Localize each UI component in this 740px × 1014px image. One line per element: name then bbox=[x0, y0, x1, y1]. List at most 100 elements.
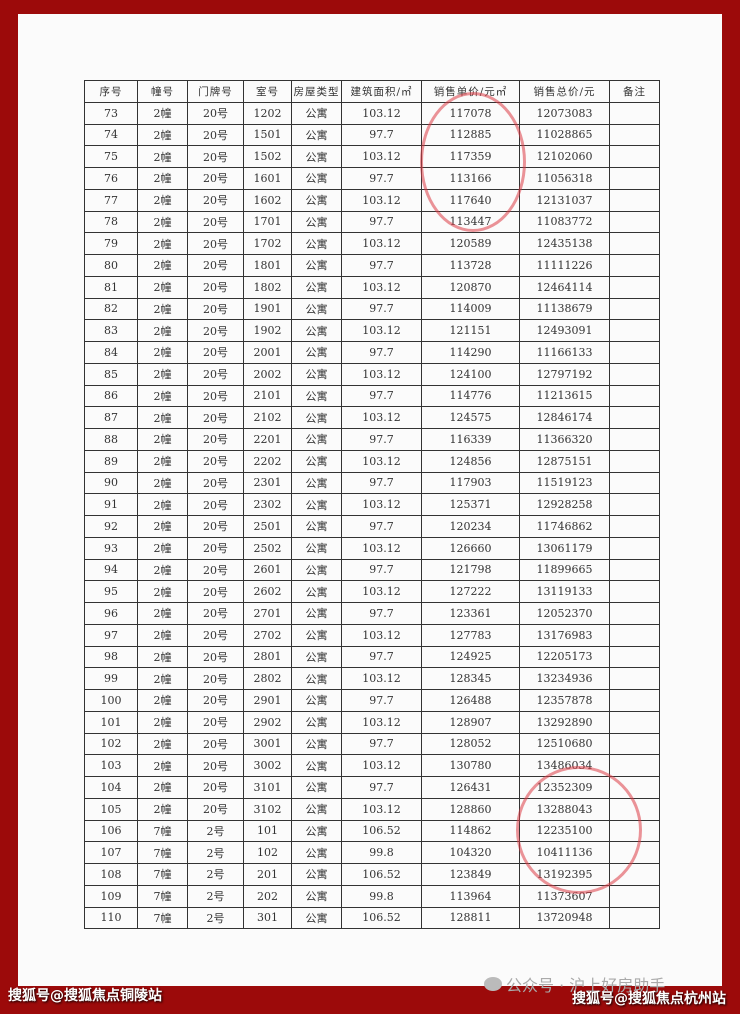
table-cell: 12846174 bbox=[519, 406, 610, 429]
table-cell: 92 bbox=[84, 515, 138, 538]
table-cell: 2102 bbox=[243, 406, 292, 429]
table-cell: 120589 bbox=[421, 232, 520, 255]
table-cell: 公寓 bbox=[291, 536, 342, 560]
table-row: 94 2幢 20号 2601 公寓 97.7 121798 11899665 bbox=[84, 558, 660, 582]
table-cell: 11366320 bbox=[519, 428, 610, 451]
table-cell: 100 bbox=[84, 689, 138, 712]
table-cell bbox=[609, 297, 660, 321]
table-cell: 2号 bbox=[187, 841, 244, 864]
table-row: 97 2幢 20号 2702 公寓 103.12 127783 13176983 bbox=[84, 623, 660, 647]
table-cell: 公寓 bbox=[291, 754, 342, 777]
table-cell bbox=[609, 906, 660, 930]
table-cell: 20号 bbox=[187, 754, 244, 777]
table-cell: 20号 bbox=[187, 319, 244, 342]
table-cell: 2幢 bbox=[137, 623, 188, 647]
table-cell: 82 bbox=[84, 297, 138, 321]
table-cell: 1902 bbox=[243, 319, 292, 342]
table-header: 序号 幢号 门牌号 室号 房屋类型 建筑面积/㎡ 销售单价/元㎡ 销售总价/元 备注 bbox=[84, 80, 660, 103]
column-header: 门牌号 bbox=[187, 80, 244, 103]
table-cell: 20号 bbox=[187, 428, 244, 451]
table-cell bbox=[609, 645, 660, 669]
table-cell: 2幢 bbox=[137, 536, 188, 560]
table-cell: 3001 bbox=[243, 732, 292, 756]
table-cell: 公寓 bbox=[291, 493, 342, 516]
table-cell bbox=[609, 580, 660, 603]
table-cell: 20号 bbox=[187, 689, 244, 712]
table-cell bbox=[609, 232, 660, 255]
table-cell: 20号 bbox=[187, 167, 244, 190]
table-cell: 128860 bbox=[421, 797, 520, 821]
table-cell: 20号 bbox=[187, 449, 244, 473]
table-cell: 2号 bbox=[187, 884, 244, 908]
table-cell: 13192395 bbox=[519, 863, 610, 886]
table-row: 104 2幢 20号 3101 公寓 97.7 126431 12352309 bbox=[84, 776, 660, 799]
table-cell: 1601 bbox=[243, 167, 292, 190]
table-cell: 113447 bbox=[421, 210, 520, 234]
table-cell: 公寓 bbox=[291, 362, 342, 386]
table-cell: 103.12 bbox=[341, 406, 422, 429]
table-cell: 2幢 bbox=[137, 449, 188, 473]
table-cell: 202 bbox=[243, 884, 292, 908]
table-cell bbox=[609, 167, 660, 190]
table-cell: 公寓 bbox=[291, 167, 342, 190]
table-cell: 公寓 bbox=[291, 449, 342, 473]
table-cell bbox=[609, 732, 660, 756]
table-cell: 20号 bbox=[187, 406, 244, 429]
table-cell: 公寓 bbox=[291, 841, 342, 864]
table-cell: 2001 bbox=[243, 341, 292, 364]
table-cell: 2002 bbox=[243, 362, 292, 386]
table-cell: 97.7 bbox=[341, 167, 422, 190]
table-cell: 2202 bbox=[243, 449, 292, 473]
table-cell: 83 bbox=[84, 319, 138, 342]
table-cell: 1901 bbox=[243, 297, 292, 321]
table-cell bbox=[609, 341, 660, 364]
table-cell: 121798 bbox=[421, 558, 520, 582]
table-cell: 103.12 bbox=[341, 449, 422, 473]
table-cell: 公寓 bbox=[291, 232, 342, 255]
table-cell: 2301 bbox=[243, 471, 292, 495]
table-cell: 97.7 bbox=[341, 210, 422, 234]
table-row: 100 2幢 20号 2901 公寓 97.7 126488 12357878 bbox=[84, 689, 660, 712]
table-cell: 102 bbox=[243, 841, 292, 864]
table-cell: 97.7 bbox=[341, 558, 422, 582]
table-cell: 20号 bbox=[187, 667, 244, 690]
table-cell: 124925 bbox=[421, 645, 520, 669]
table-cell: 128345 bbox=[421, 667, 520, 690]
table-cell bbox=[609, 406, 660, 429]
column-header: 销售单价/元㎡ bbox=[421, 80, 520, 103]
table-cell: 20号 bbox=[187, 384, 244, 408]
table-row: 79 2幢 20号 1702 公寓 103.12 120589 12435138 bbox=[84, 232, 660, 255]
table-row: 85 2幢 20号 2002 公寓 103.12 124100 12797192 bbox=[84, 362, 660, 386]
table-cell: 2602 bbox=[243, 580, 292, 603]
table-cell: 117640 bbox=[421, 188, 520, 212]
table-cell: 20号 bbox=[187, 341, 244, 364]
table-cell: 7幢 bbox=[137, 841, 188, 864]
table-cell: 128811 bbox=[421, 906, 520, 930]
table-cell: 2幢 bbox=[137, 101, 188, 125]
table-cell: 79 bbox=[84, 232, 138, 255]
table-cell: 1701 bbox=[243, 210, 292, 234]
table-cell: 97.7 bbox=[341, 776, 422, 799]
table-cell: 2幢 bbox=[137, 667, 188, 690]
table-cell: 2号 bbox=[187, 906, 244, 930]
table-cell: 126431 bbox=[421, 776, 520, 799]
table-cell: 80 bbox=[84, 254, 138, 277]
table-cell: 12205173 bbox=[519, 645, 610, 669]
table-cell: 103.12 bbox=[341, 188, 422, 212]
table-cell: 2201 bbox=[243, 428, 292, 451]
table-cell: 公寓 bbox=[291, 515, 342, 538]
table-cell: 88 bbox=[84, 428, 138, 451]
table-cell: 120870 bbox=[421, 275, 520, 299]
table-cell bbox=[609, 754, 660, 777]
table-row: 77 2幢 20号 1602 公寓 103.12 117640 12131037 bbox=[84, 188, 660, 212]
table-cell: 97.7 bbox=[341, 515, 422, 538]
table-row: 89 2幢 20号 2202 公寓 103.12 124856 12875151 bbox=[84, 449, 660, 473]
table-cell: 113964 bbox=[421, 884, 520, 908]
table-cell: 106.52 bbox=[341, 819, 422, 843]
table-row: 107 7幢 2号 102 公寓 99.8 104320 10411136 bbox=[84, 841, 660, 864]
table-cell: 7幢 bbox=[137, 906, 188, 930]
watermark-left: 搜狐号@搜狐焦点铜陵站 bbox=[8, 988, 162, 1004]
table-cell: 2幢 bbox=[137, 232, 188, 255]
table-cell: 11111226 bbox=[519, 254, 610, 277]
table-cell: 13720948 bbox=[519, 906, 610, 930]
